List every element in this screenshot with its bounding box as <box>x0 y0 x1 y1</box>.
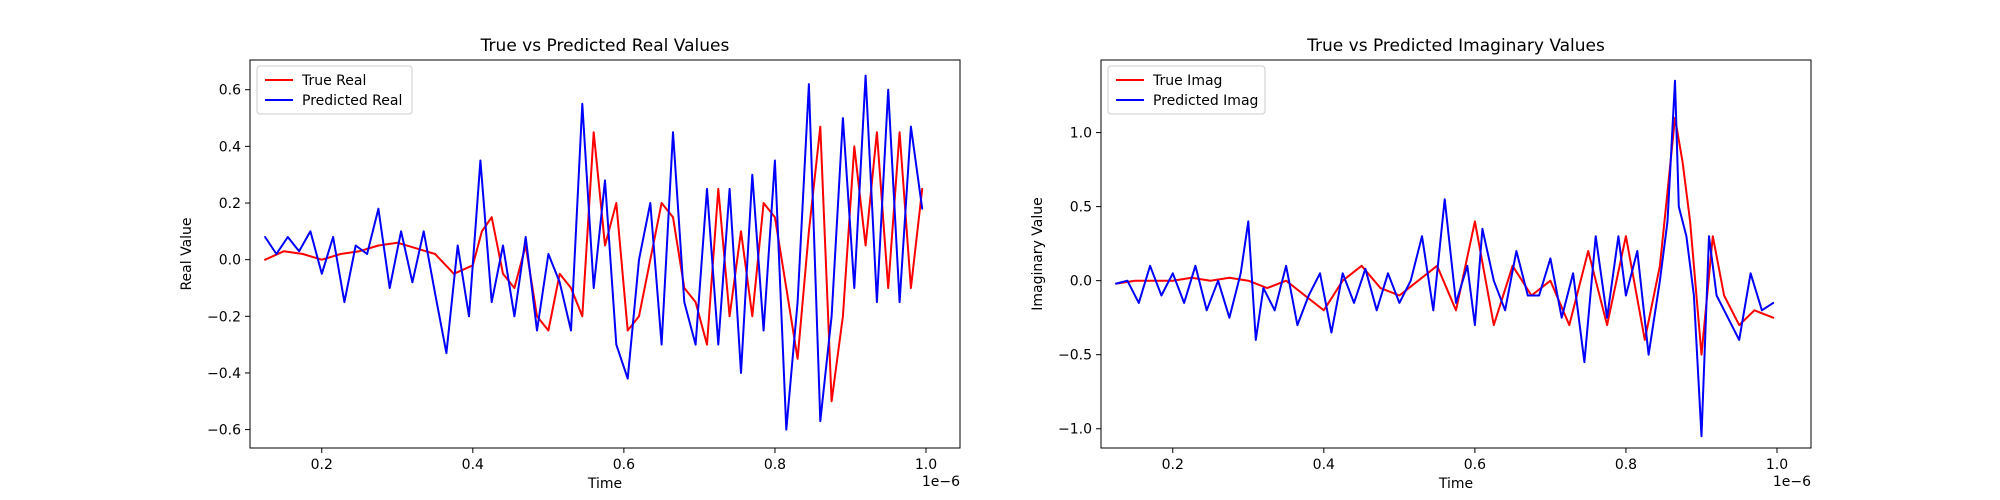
y-tick-label: 0.5 <box>1070 200 1092 216</box>
y-tick-label: 0.6 <box>219 83 241 99</box>
y-tick-label: 1.0 <box>1070 126 1092 142</box>
y-tick-label: −0.5 <box>1058 348 1092 364</box>
real-values-chart: 0.2 0.4 0.6 0.8 1.0 −0.6 −0.4 −0.2 0.0 0.2 0.4 0.6 T… <box>179 36 961 492</box>
x-tick-label: 0.8 <box>764 457 786 473</box>
legend-entry-predicted: Predicted Real <box>302 93 402 109</box>
legend: True Imag Predicted Imag <box>1107 65 1266 115</box>
x-tick-label: 0.6 <box>613 457 635 473</box>
plot-frame <box>249 59 961 449</box>
y-tick-label: 0.0 <box>219 253 241 269</box>
x-offset-label: 1e−6 <box>922 474 960 490</box>
chart-title: True vs Predicted Imaginary Values <box>1306 36 1605 56</box>
y-axis-label: Imaginary Value <box>1030 197 1046 311</box>
x-tick-label: 1.0 <box>915 457 937 473</box>
series-line-predicted <box>1115 79 1775 438</box>
x-tick-label: 0.4 <box>462 457 484 473</box>
y-tick-label: 0.0 <box>1070 274 1092 290</box>
legend-entry-predicted: Predicted Imag <box>1153 93 1258 109</box>
y-tick-label: −1.0 <box>1058 422 1092 438</box>
legend-box <box>1107 65 1266 115</box>
y-tick-label: 0.4 <box>219 139 241 155</box>
x-offset-label: 1e−6 <box>1773 474 1811 490</box>
series-line-true <box>264 125 924 403</box>
legend-entry-true: True Imag <box>1152 73 1222 89</box>
y-tick-label: −0.6 <box>207 423 241 439</box>
legend: True Real Predicted Real <box>256 65 413 115</box>
x-tick-label: 0.2 <box>1162 457 1184 473</box>
y-tick-label: 0.2 <box>219 196 241 212</box>
y-tick-label: −0.2 <box>207 309 241 325</box>
imaginary-values-chart: 0.2 0.4 0.6 0.8 1.0 −1.0 −0.5 0.0 0.5 1.0 True vs … <box>1030 36 1812 492</box>
x-tick-label: 0.6 <box>1464 457 1486 473</box>
legend-box <box>256 65 413 115</box>
x-axis-label: Time <box>587 476 622 492</box>
x-tick-label: 0.2 <box>311 457 333 473</box>
x-tick-label: 0.8 <box>1615 457 1637 473</box>
plot-frame <box>1100 59 1812 449</box>
y-tick-label: −0.4 <box>207 366 241 382</box>
series-line-true <box>1115 116 1775 356</box>
chart-title: True vs Predicted Real Values <box>480 36 730 56</box>
legend-entry-true: True Real <box>301 73 366 89</box>
x-tick-label: 1.0 <box>1766 457 1788 473</box>
y-axis-label: Real Value <box>179 217 195 290</box>
x-axis-label: Time <box>1438 476 1473 492</box>
series-line-predicted <box>264 74 924 431</box>
x-tick-label: 0.4 <box>1313 457 1335 473</box>
